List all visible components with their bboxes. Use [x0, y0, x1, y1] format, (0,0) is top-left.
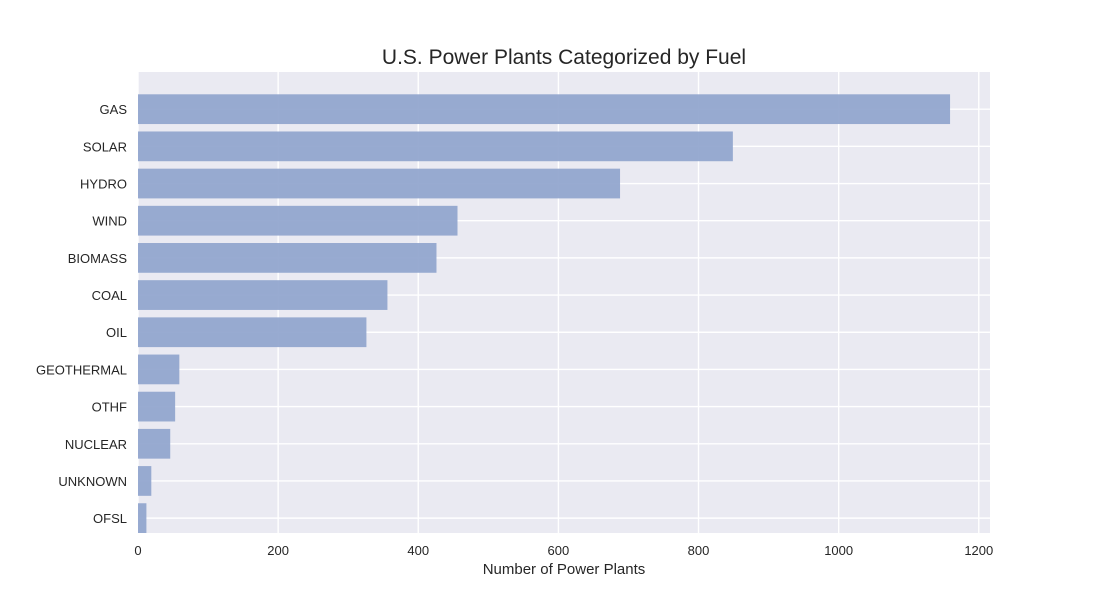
bar-coal	[138, 280, 388, 310]
y-tick-label: OTHF	[92, 400, 127, 415]
x-tick-label: 600	[548, 543, 570, 558]
bar-othf	[138, 391, 176, 422]
bar-wind	[138, 205, 458, 236]
bar-ofsl	[138, 503, 147, 533]
x-tick-label: 400	[407, 543, 429, 558]
y-tick-label: WIND	[92, 214, 127, 229]
x-axis-label: Number of Power Plants	[483, 561, 646, 578]
bar-geothermal	[138, 354, 180, 385]
y-tick-label: GEOTHERMAL	[36, 362, 127, 377]
x-tick-labels: 0 200 400 600 800 1000 1200	[134, 543, 993, 558]
y-tick-label: SOLAR	[83, 139, 127, 154]
bar-nuclear	[138, 428, 171, 459]
bars	[138, 94, 951, 533]
x-tick-label: 800	[688, 543, 710, 558]
y-tick-label: GAS	[100, 102, 128, 117]
y-tick-label: BIOMASS	[68, 251, 128, 266]
bar-solar	[138, 131, 733, 162]
y-tick-label: OIL	[106, 325, 127, 340]
y-tick-labels: GAS SOLAR HYDRO WIND BIOMASS COAL OIL GEOTHERMA…	[36, 102, 127, 526]
bar-hydro	[138, 168, 621, 199]
x-tick-label: 200	[267, 543, 289, 558]
y-tick-label: HYDRO	[80, 177, 127, 192]
y-tick-label: UNKNOWN	[58, 474, 127, 489]
y-tick-label: OFSL	[93, 511, 127, 526]
x-tick-label: 1200	[964, 543, 993, 558]
chart-title: U.S. Power Plants Categorized by Fuel	[382, 46, 746, 69]
bar-unknown	[138, 466, 152, 496]
bar-gas	[138, 94, 951, 125]
x-tick-label: 1000	[824, 543, 853, 558]
bar-oil	[138, 317, 367, 348]
y-tick-label: COAL	[92, 288, 127, 303]
x-tick-label: 0	[134, 543, 141, 558]
bar-biomass	[138, 243, 437, 273]
y-tick-label: NUCLEAR	[65, 437, 127, 452]
